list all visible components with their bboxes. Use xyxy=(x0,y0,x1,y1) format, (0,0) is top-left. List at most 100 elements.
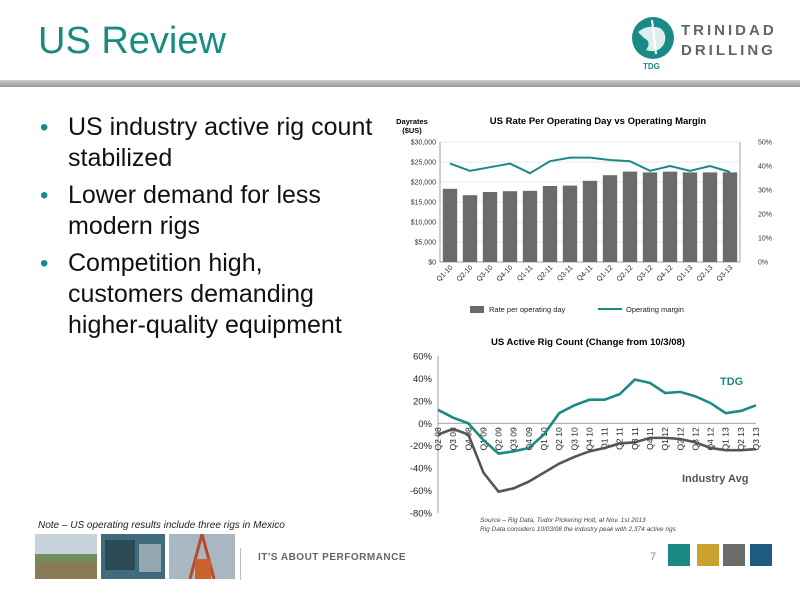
chart1-bar xyxy=(502,191,518,262)
source-note: Source – Rig Data, Tudor Pickering Holt,… xyxy=(480,516,676,534)
logo-word-drilling: DRILLING xyxy=(681,42,776,59)
brand-swatch-teal xyxy=(668,544,690,566)
rate-vs-margin-chart: Dayrates ($US) US Rate Per Operating Day… xyxy=(396,116,772,314)
chart1-bar xyxy=(582,180,598,262)
trinidad-drilling-logo: TRINIDAD DRILLING TDG xyxy=(630,14,790,76)
chart1-bar xyxy=(602,175,618,262)
page-number: 7 xyxy=(650,551,657,563)
chart2-y-tick: -60% xyxy=(410,486,433,497)
chart2-x-tick: Q3 09 xyxy=(509,427,519,450)
chart1-x-tick: Q3-13 xyxy=(716,264,735,283)
chart1-bar xyxy=(562,185,578,262)
chart1-ylabel-line2: ($US) xyxy=(402,126,422,135)
chart1-y-tick: $10,000 xyxy=(411,220,436,227)
chart2-title: US Active Rig Count (Change from 10/3/08… xyxy=(491,337,685,348)
logo-word-trinidad: TRINIDAD xyxy=(681,22,777,39)
chart1-title: US Rate Per Operating Day vs Operating M… xyxy=(490,116,707,127)
bullet-list: US industry active rig count stabilized … xyxy=(34,112,374,347)
title-divider xyxy=(0,80,800,87)
chart2-x-tick: Q1 13 xyxy=(721,427,731,450)
chart2-y-tick: -40% xyxy=(410,464,433,475)
chart1-y2-tick: 50% xyxy=(758,140,772,147)
bullet-item: Competition high, customers demanding hi… xyxy=(34,248,374,341)
chart1-x-tick: Q1-13 xyxy=(676,264,695,283)
bullet-item: US industry active rig count stabilized xyxy=(34,112,374,174)
chart1-bar xyxy=(642,172,658,262)
chart1-x-tick: Q2-10 xyxy=(456,264,475,283)
chart2-x-tick: Q3 10 xyxy=(569,427,579,450)
chart2-industry-label: Industry Avg xyxy=(682,473,748,485)
chart1-y-tick: $20,000 xyxy=(411,180,436,187)
globe-icon xyxy=(632,17,674,59)
chart1-y-tick: $0 xyxy=(428,260,436,267)
chart1-legend-label: Operating margin xyxy=(626,305,684,314)
chart2-x-tick: Q1 11 xyxy=(600,427,610,450)
chart1-legend-label: Rate per operating day xyxy=(489,305,566,314)
chart1-bar xyxy=(542,186,558,262)
chart1-bar xyxy=(522,190,538,262)
chart2-tdg-line xyxy=(437,378,757,455)
source-line-1: Source – Rig Data, Tudor Pickering Holt,… xyxy=(480,517,646,524)
chart1-y-tick: $30,000 xyxy=(411,140,436,147)
logo-badge: TDG xyxy=(643,62,660,71)
chart1-y-tick: $15,000 xyxy=(411,200,436,207)
source-line-2: Rig Data considers 10/03/08 the industry… xyxy=(480,526,676,533)
chart2-x-tick: Q3 11 xyxy=(630,427,640,450)
chart1-x-tick: Q3-12 xyxy=(636,264,655,283)
chart2-y-tick: 40% xyxy=(413,374,433,385)
chart2-x-tick: Q2 09 xyxy=(494,427,504,450)
chart2-x-tick: Q2 10 xyxy=(554,427,564,450)
chart1-bar xyxy=(662,171,678,262)
chart2-x-tick: Q3 08 xyxy=(448,427,458,450)
chart1-x-tick: Q3-10 xyxy=(476,264,495,283)
chart2-x-tick: Q3 12 xyxy=(690,427,700,450)
chart2-x-tick: Q2 08 xyxy=(433,427,443,450)
chart1-x-tick: Q4-11 xyxy=(576,264,594,282)
chart2-x-tick: Q2 13 xyxy=(736,427,746,450)
chart1-y2-tick: 40% xyxy=(758,164,772,171)
chart1-bar xyxy=(702,172,718,262)
chart2-x-tick: Q4 08 xyxy=(463,427,473,450)
chart1-y2-tick: 20% xyxy=(758,212,772,219)
footer-tagline: IT'S ABOUT PERFORMANCE xyxy=(258,552,407,563)
brand-swatch-blue xyxy=(750,544,772,566)
chart2-x-tick: Q4 09 xyxy=(524,427,534,450)
chart2-tdg-label: TDG xyxy=(720,376,743,388)
chart1-y2-tick: 0% xyxy=(758,260,768,267)
active-rig-count-chart: US Active Rig Count (Change from 10/3/08… xyxy=(410,337,761,520)
chart1-bar xyxy=(462,195,478,262)
chart2-x-tick: Q4 10 xyxy=(584,427,594,450)
chart1-y2-tick: 10% xyxy=(758,236,772,243)
chart1-x-tick: Q4-10 xyxy=(496,264,515,283)
chart1-y-tick: $25,000 xyxy=(411,160,436,167)
footnote: Note – US operating results include thre… xyxy=(38,520,285,531)
chart2-x-tick: Q2 11 xyxy=(615,427,625,450)
chart2-x-tick: Q1 10 xyxy=(539,427,549,450)
chart1-bar xyxy=(722,172,738,262)
chart1-y2-tick: 30% xyxy=(758,188,772,195)
chart2-y-tick: 0% xyxy=(418,419,432,430)
chart2-y-tick: -20% xyxy=(410,441,433,452)
chart1-margin-line xyxy=(449,156,731,175)
chart1-x-tick: Q1-12 xyxy=(596,264,615,283)
chart1-ylabel-line1: Dayrates xyxy=(396,117,428,126)
chart1-bar xyxy=(482,192,498,262)
slide-title: US Review xyxy=(38,20,226,62)
chart1-x-tick: Q1-10 xyxy=(436,264,455,283)
chart1-x-tick: Q3-11 xyxy=(556,264,574,282)
chart2-y-tick: 20% xyxy=(413,396,433,407)
chart1-x-tick: Q1-11 xyxy=(516,264,534,282)
chart2-x-tick: Q4 12 xyxy=(706,427,716,450)
chart1-bar xyxy=(442,188,458,262)
chart1-bar xyxy=(682,172,698,262)
chart1-y-tick: $5,000 xyxy=(415,240,437,247)
footer-divider xyxy=(240,548,241,580)
chart1-legend-swatch-bar xyxy=(470,306,484,313)
chart2-y-tick: -80% xyxy=(410,509,433,520)
chart2-y-tick: 60% xyxy=(413,352,433,363)
brand-swatch-gray xyxy=(723,544,745,566)
chart1-x-tick: Q2-12 xyxy=(616,264,635,283)
chart1-x-tick: Q2-11 xyxy=(536,264,554,282)
brand-swatch-gold xyxy=(697,544,719,566)
drilling-photo-strip xyxy=(35,534,235,579)
